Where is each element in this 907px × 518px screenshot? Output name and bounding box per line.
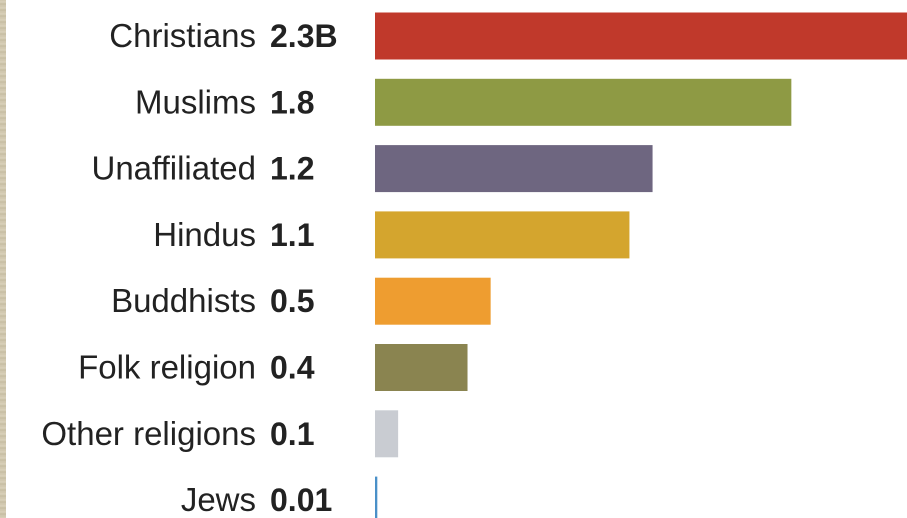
bar-unaffiliated	[375, 145, 653, 193]
value-labels-group: 2.3B 1.8 1.2 1.1 0.5 0.4 0.1 0.01	[270, 18, 338, 518]
category-label-folk-religion: Folk religion	[78, 349, 256, 386]
category-label-muslims: Muslims	[135, 83, 256, 120]
value-label-hindus: 1.1	[270, 217, 314, 253]
bar-christians	[375, 12, 907, 60]
page-edge-texture	[0, 0, 6, 518]
category-label-christians: Christians	[109, 17, 256, 54]
category-label-unaffiliated: Unaffiliated	[91, 150, 256, 187]
category-label-hindus: Hindus	[153, 216, 256, 253]
value-label-christians: 2.3B	[270, 18, 338, 54]
bar-folk-religion	[375, 344, 468, 391]
value-label-unaffiliated: 1.2	[270, 151, 314, 187]
bar-other-religions	[375, 410, 399, 458]
bar-jews	[375, 476, 378, 518]
bar-muslims	[375, 78, 792, 126]
category-label-other-religions: Other religions	[41, 415, 256, 452]
value-label-jews: 0.01	[270, 482, 332, 518]
value-label-other-religions: 0.1	[270, 416, 314, 452]
category-labels-group: Christians Muslims Unaffiliated Hindus Buddh…	[41, 17, 256, 518]
category-label-jews: Jews	[181, 481, 256, 518]
value-label-folk-religion: 0.4	[270, 350, 315, 386]
value-label-buddhists: 0.5	[270, 283, 314, 319]
bars-group	[375, 12, 907, 518]
bar-buddhists	[375, 277, 491, 325]
category-label-buddhists: Buddhists	[111, 282, 256, 319]
bar-hindus	[375, 211, 630, 259]
value-label-muslims: 1.8	[270, 84, 314, 120]
